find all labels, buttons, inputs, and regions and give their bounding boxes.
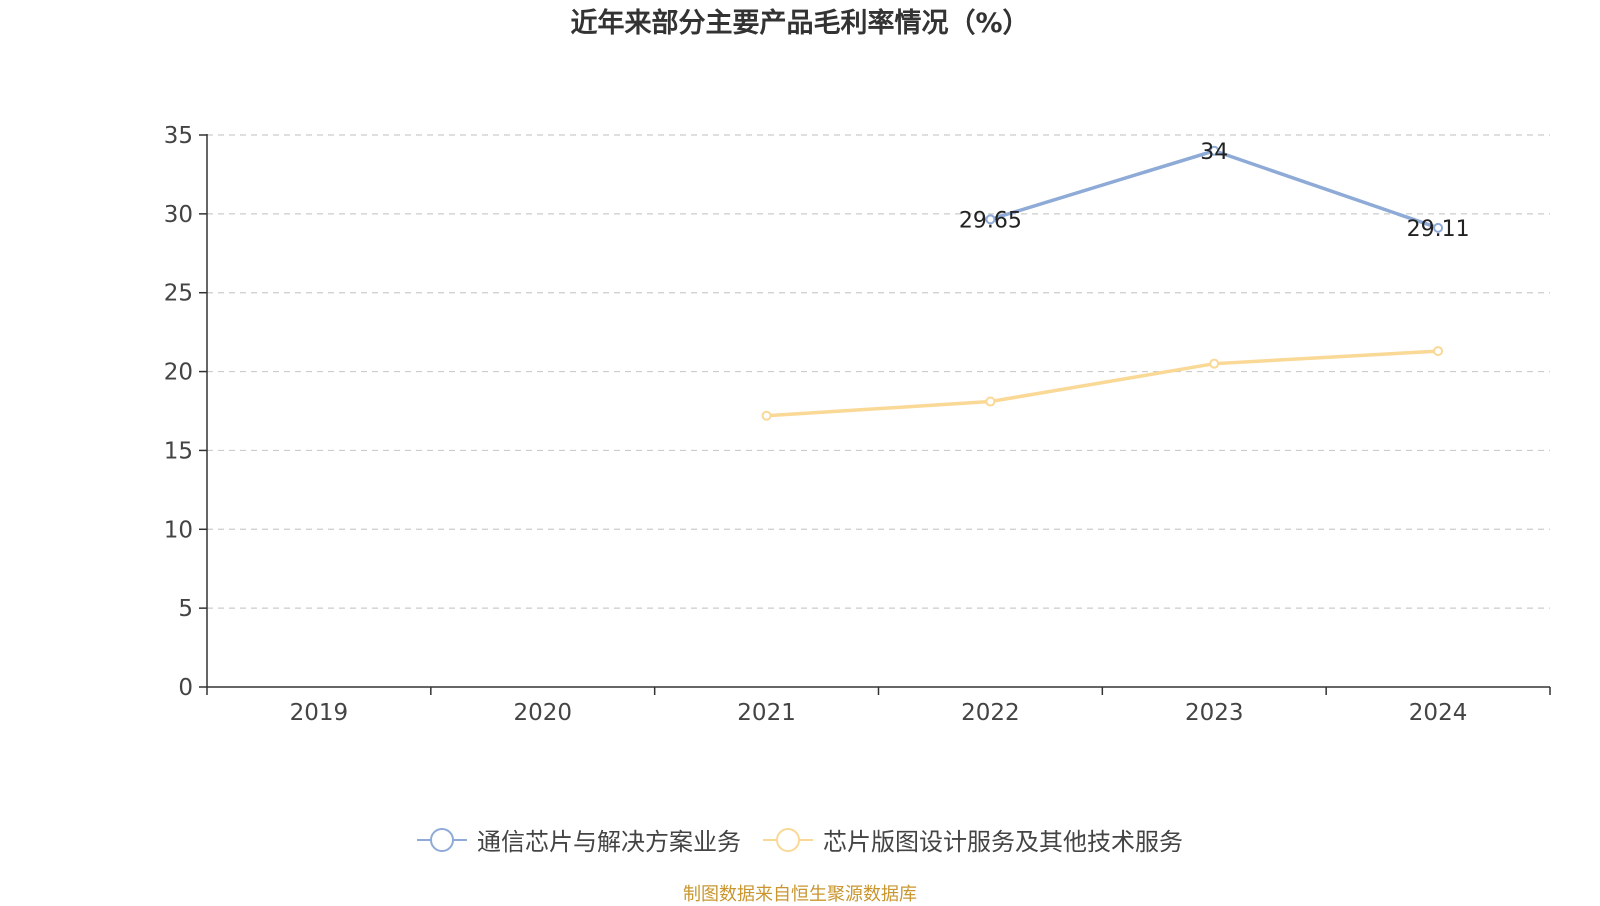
x-tick-label: 2024	[1409, 700, 1468, 726]
data-label: 34	[1200, 140, 1228, 165]
grid-lines	[207, 134, 1550, 609]
data-label: 29.11	[1407, 217, 1470, 242]
data-point[interactable]	[985, 214, 996, 225]
legend-marker-series-1	[763, 827, 813, 852]
data-point[interactable]	[1209, 145, 1220, 156]
data-labels: 29.65 34 29.11	[959, 140, 1470, 242]
y-tick-label: 35	[164, 123, 193, 149]
series-line-1	[766, 349, 1439, 418]
y-tick-label: 10	[164, 517, 193, 543]
x-tick-label: 2019	[290, 700, 349, 726]
source-note: 制图数据来自恒生聚源数据库	[683, 884, 917, 905]
data-point[interactable]	[1433, 222, 1444, 233]
legend-label-series-1: 芯片版图设计服务及其他技术服务	[823, 828, 1183, 856]
legend-label-series-0: 通信芯片与解决方案业务	[477, 828, 741, 856]
legend: 通信芯片与解决方案业务 芯片版图设计服务及其他技术服务	[0, 822, 1600, 857]
y-tick-label: 15	[164, 438, 193, 464]
y-tick-label: 20	[164, 360, 193, 386]
y-tick-label: 0	[178, 675, 193, 701]
legend-item-series-0[interactable]: 通信芯片与解决方案业务	[417, 822, 741, 857]
legend-item-series-1[interactable]: 芯片版图设计服务及其他技术服务	[763, 822, 1183, 857]
x-tick-label: 2020	[513, 700, 572, 726]
y-tick-label: 30	[164, 202, 193, 228]
data-point[interactable]	[761, 410, 772, 421]
data-point[interactable]	[1209, 358, 1220, 369]
data-label: 29.65	[959, 208, 1022, 233]
y-tick-label: 25	[164, 281, 193, 307]
axes: 0 5 10 15 20 25 30 35 2019 2020 2021 2022 2023 2024	[164, 123, 1551, 726]
data-point[interactable]	[985, 396, 996, 407]
x-tick-label: 2021	[737, 700, 796, 726]
x-tick-label: 2023	[1185, 700, 1244, 726]
chart-title: 近年来部分主要产品毛利率情况（%）	[570, 8, 1030, 39]
legend-marker-series-0	[417, 827, 467, 852]
series-lines	[761, 145, 1444, 421]
x-tick-label: 2022	[961, 700, 1020, 726]
data-point[interactable]	[1433, 346, 1444, 357]
y-tick-label: 5	[178, 596, 193, 622]
